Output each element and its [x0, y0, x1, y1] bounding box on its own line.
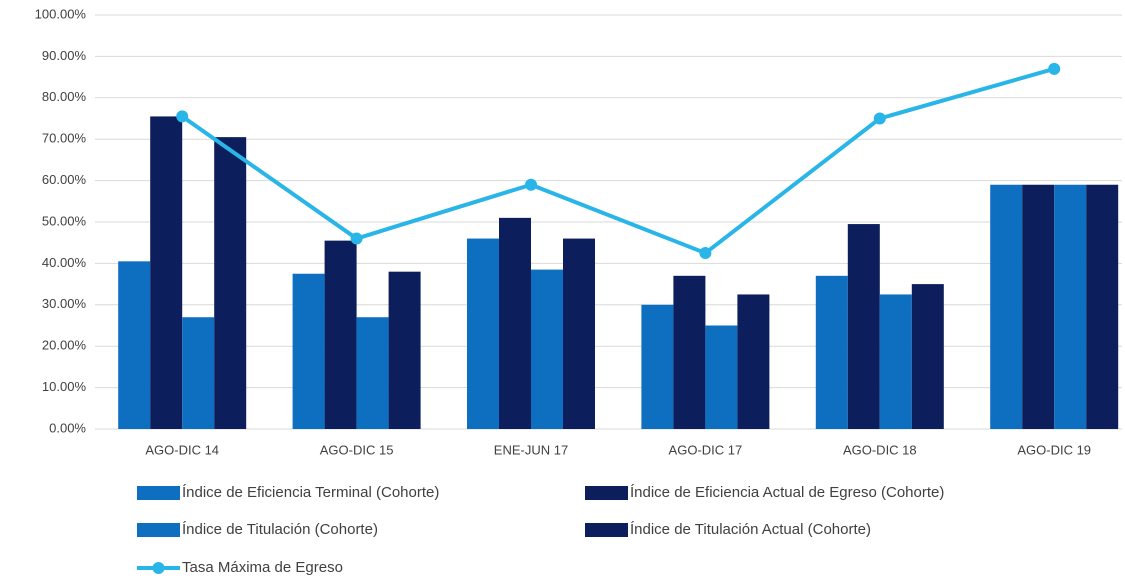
bar — [182, 317, 215, 429]
y-tick-label: 50.00% — [42, 213, 87, 228]
bar — [467, 238, 499, 429]
legend-label: Índice de Eficiencia Actual de Egreso (C… — [630, 484, 944, 501]
legend-swatch — [585, 523, 628, 537]
x-tick-label: AGO-DIC 19 — [1017, 442, 1091, 457]
bar — [1086, 184, 1119, 429]
x-tick-label: ENE-JUN 17 — [494, 442, 568, 457]
bar — [815, 275, 848, 429]
bar — [563, 238, 595, 429]
y-tick-label: 70.00% — [42, 131, 87, 146]
x-tick-label: AGO-DIC 15 — [320, 442, 394, 457]
legend-swatch — [137, 486, 180, 500]
legend-label: Tasa Máxima de Egreso — [182, 559, 343, 576]
legend-swatch — [585, 486, 628, 500]
bar — [673, 275, 706, 429]
bar — [118, 261, 151, 429]
bar — [641, 304, 674, 429]
bar — [1054, 184, 1087, 429]
bar — [737, 294, 770, 429]
y-tick-label: 60.00% — [42, 172, 87, 187]
bar — [150, 116, 183, 430]
y-tick-label: 80.00% — [42, 89, 87, 104]
bar — [292, 273, 325, 429]
legend-label: Índice de Titulación Actual (Cohorte) — [630, 521, 871, 538]
y-tick-label: 100.00% — [35, 6, 87, 21]
bar — [324, 240, 357, 429]
bar — [990, 184, 1023, 429]
bar — [911, 284, 944, 429]
y-tick-label: 90.00% — [42, 48, 87, 63]
bar — [356, 317, 389, 429]
line-marker — [699, 247, 712, 260]
bar — [879, 294, 912, 429]
line-marker — [873, 112, 886, 125]
legend-label: Índice de Titulación (Cohorte) — [182, 521, 378, 538]
legend-swatch — [152, 562, 165, 574]
legend-label: Índice de Eficiencia Terminal (Cohorte) — [182, 484, 439, 501]
x-tick-label: AGO-DIC 18 — [843, 442, 917, 457]
bar — [705, 325, 738, 429]
line — [181, 66, 1055, 256]
line-marker — [525, 178, 537, 191]
legend-swatch — [137, 523, 180, 537]
y-tick-label: 40.00% — [42, 255, 87, 270]
y-tick-label: 30.00% — [42, 296, 87, 311]
line-marker — [350, 232, 363, 245]
y-tick-label: 10.00% — [42, 379, 87, 394]
bar — [388, 271, 421, 429]
bar — [214, 137, 247, 429]
bar — [531, 269, 563, 429]
line-marker — [176, 110, 189, 123]
bar — [499, 217, 531, 429]
line-marker — [1048, 62, 1061, 75]
x-tick-label: AGO-DIC 14 — [145, 442, 219, 457]
bar — [847, 224, 880, 429]
x-tick-label: AGO-DIC 17 — [669, 442, 743, 457]
y-tick-label: 0.00% — [49, 420, 86, 435]
y-tick-label: 20.00% — [42, 338, 87, 353]
bar — [1022, 184, 1055, 429]
